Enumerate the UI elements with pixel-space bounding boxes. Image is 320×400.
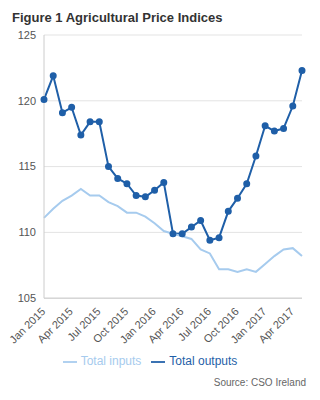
html-text:Source: CSO Ireland: Source: CSO Ireland — [213, 377, 306, 388]
svg-text:Oct 2016: Oct 2016 — [200, 305, 241, 346]
html-text:Total outputs: Total outputs — [169, 354, 238, 369]
svg-text:105: 105 — [18, 292, 36, 304]
svg-text:115: 115 — [18, 160, 36, 172]
svg-text:Apr 2017: Apr 2017 — [256, 305, 296, 345]
svg-text:Jul 2015: Jul 2015 — [64, 305, 103, 344]
svg-text:120: 120 — [18, 95, 36, 107]
svg-text:125: 125 — [18, 29, 36, 41]
svg-text:Jul 2016: Jul 2016 — [175, 305, 214, 344]
html-text:Total inputs: Total inputs — [80, 354, 142, 369]
svg-text:Apr 2016: Apr 2016 — [145, 305, 186, 346]
svg-text:Apr 2015: Apr 2015 — [35, 305, 76, 346]
svg-text:Jan 2016: Jan 2016 — [117, 305, 158, 346]
html-text:Figure 1 Agricultural Price In: Figure 1 Agricultural Price Indices — [12, 10, 223, 25]
svg-text:110: 110 — [18, 226, 36, 238]
svg-text:Oct 2015: Oct 2015 — [90, 305, 131, 346]
svg-text:Jan 2017: Jan 2017 — [228, 305, 269, 346]
